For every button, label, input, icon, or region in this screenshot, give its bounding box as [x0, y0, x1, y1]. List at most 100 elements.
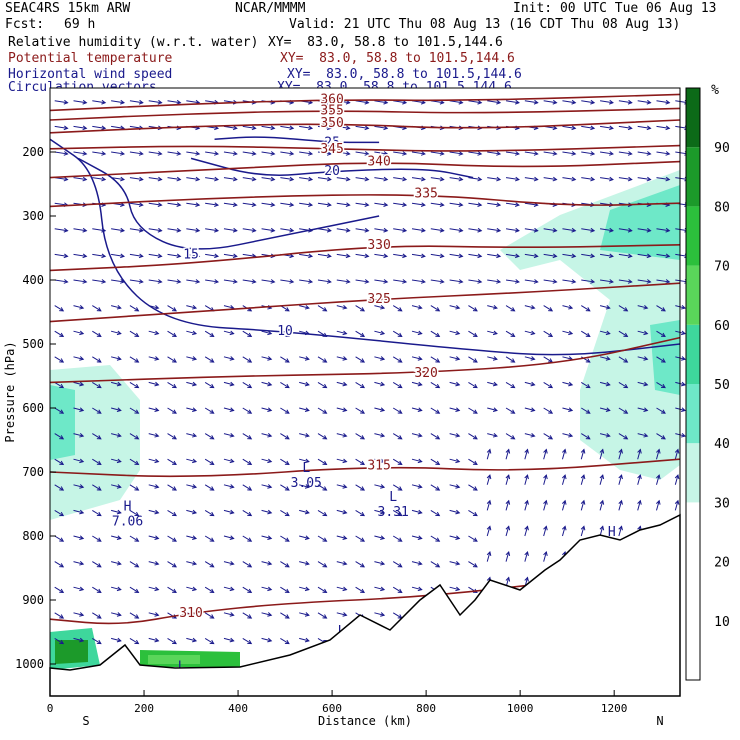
vector-arrow: [374, 253, 388, 257]
vector-arrow: [54, 279, 68, 283]
model-title: SEAC4RS 15km ARW: [5, 1, 131, 16]
vector-arrow: [374, 612, 385, 616]
vector-arrowhead: [492, 407, 498, 412]
vector-arrowhead: [154, 304, 160, 310]
vector-arrow: [449, 228, 463, 232]
x-tick-label: 200: [134, 702, 154, 715]
vector-arrowhead: [342, 509, 348, 515]
vector-arrowhead: [380, 484, 386, 489]
vector-arrowhead: [524, 550, 529, 556]
vector-arrow: [430, 356, 440, 363]
vector-arrowhead: [138, 99, 144, 105]
vector-arrow: [110, 305, 121, 309]
vector-arrow: [73, 561, 84, 565]
vector-arrow: [656, 407, 666, 414]
vector-arrowhead: [380, 381, 386, 387]
vector-arrow: [486, 449, 491, 460]
vector-arrow: [242, 586, 252, 593]
vector-arrowhead: [138, 151, 144, 156]
vector-arrowhead: [172, 409, 177, 414]
vector-arrowhead: [360, 563, 366, 568]
vector-arrowhead: [472, 486, 478, 491]
vector-arrow: [411, 458, 422, 463]
vector-arrow: [581, 228, 595, 232]
vector-arrowhead: [643, 381, 649, 387]
vector-arrow: [487, 228, 501, 232]
vector-arrow: [430, 100, 444, 104]
vector-arrow: [148, 151, 162, 155]
vector-arrow: [317, 177, 331, 181]
vector-arrow: [167, 356, 177, 363]
vector-arrowhead: [543, 525, 548, 531]
vector-arrow: [280, 561, 290, 568]
vector-arrow: [129, 100, 143, 104]
vector-arrow: [336, 279, 350, 283]
vector-arrowhead: [383, 227, 389, 233]
vector-arrow: [223, 253, 237, 257]
vector-arrowhead: [580, 448, 586, 454]
vector-arrowhead: [232, 202, 238, 207]
vector-arrowhead: [209, 332, 215, 337]
vector-arrowhead: [172, 435, 177, 440]
vector-arrow: [92, 125, 106, 129]
vector-arrowhead: [176, 151, 182, 156]
vector-arrowhead: [209, 588, 215, 593]
vector-arrowhead: [59, 460, 65, 465]
vector-arrowhead: [342, 560, 348, 566]
vector-arrowhead: [116, 586, 122, 592]
vector-arrowhead: [284, 307, 290, 312]
vector-arrow: [468, 484, 478, 491]
theta-contour: [49, 107, 681, 121]
vector-arrowhead: [397, 460, 403, 465]
vector-arrow: [261, 433, 272, 437]
vector-arrowhead: [435, 486, 441, 491]
vector-arrow: [430, 151, 444, 155]
vector-arrowhead: [134, 614, 140, 619]
vector-arrow: [167, 228, 181, 232]
y-tick-label: 600: [22, 401, 44, 415]
vector-arrow: [280, 484, 290, 491]
vector-arrowhead: [120, 99, 126, 105]
vector-arrowhead: [59, 563, 65, 568]
vector-arrowhead: [608, 125, 614, 131]
vector-arrowhead: [116, 458, 122, 464]
vector-arrowhead: [192, 407, 198, 412]
vector-arrowhead: [63, 99, 69, 105]
vector-arrow: [449, 586, 460, 591]
vector-arrow: [618, 177, 632, 181]
vector-arrowhead: [543, 550, 548, 556]
vector-arrowhead: [172, 358, 177, 363]
vector-arrow: [599, 305, 610, 309]
vector-arrow: [148, 586, 159, 591]
vector-arrow: [392, 458, 402, 465]
vector-arrowhead: [284, 588, 290, 593]
vector-arrowhead: [63, 253, 69, 259]
vector-arrow: [562, 381, 573, 386]
vector-arrow: [317, 228, 331, 232]
vector-arrowhead: [605, 304, 611, 310]
vector-arrow: [73, 305, 84, 309]
vector-arrow: [336, 253, 350, 257]
vector-arrowhead: [59, 409, 65, 414]
vector-arrowhead: [552, 151, 558, 156]
vector-arrowhead: [154, 407, 160, 412]
vector-arrowhead: [552, 125, 558, 131]
vector-arrow: [148, 253, 162, 257]
extremum-kind: L: [178, 659, 186, 674]
vector-arrow: [505, 100, 519, 104]
vector-arrowhead: [680, 381, 686, 387]
vector-arrowhead: [304, 637, 310, 643]
vector-arrowhead: [360, 358, 366, 363]
vector-arrowhead: [308, 253, 314, 259]
vector-arrow: [487, 100, 501, 104]
vector-arrowhead: [674, 474, 680, 480]
vector-arrowhead: [627, 99, 633, 105]
vector-arrow: [468, 253, 482, 257]
wind-speed-contour: [190, 157, 474, 179]
vector-arrow: [524, 551, 529, 562]
vector-arrowhead: [548, 409, 554, 414]
vector-arrow: [430, 330, 440, 337]
vector-arrow: [110, 509, 121, 514]
vector-arrowhead: [59, 307, 65, 312]
vector-arrowhead: [360, 409, 366, 414]
